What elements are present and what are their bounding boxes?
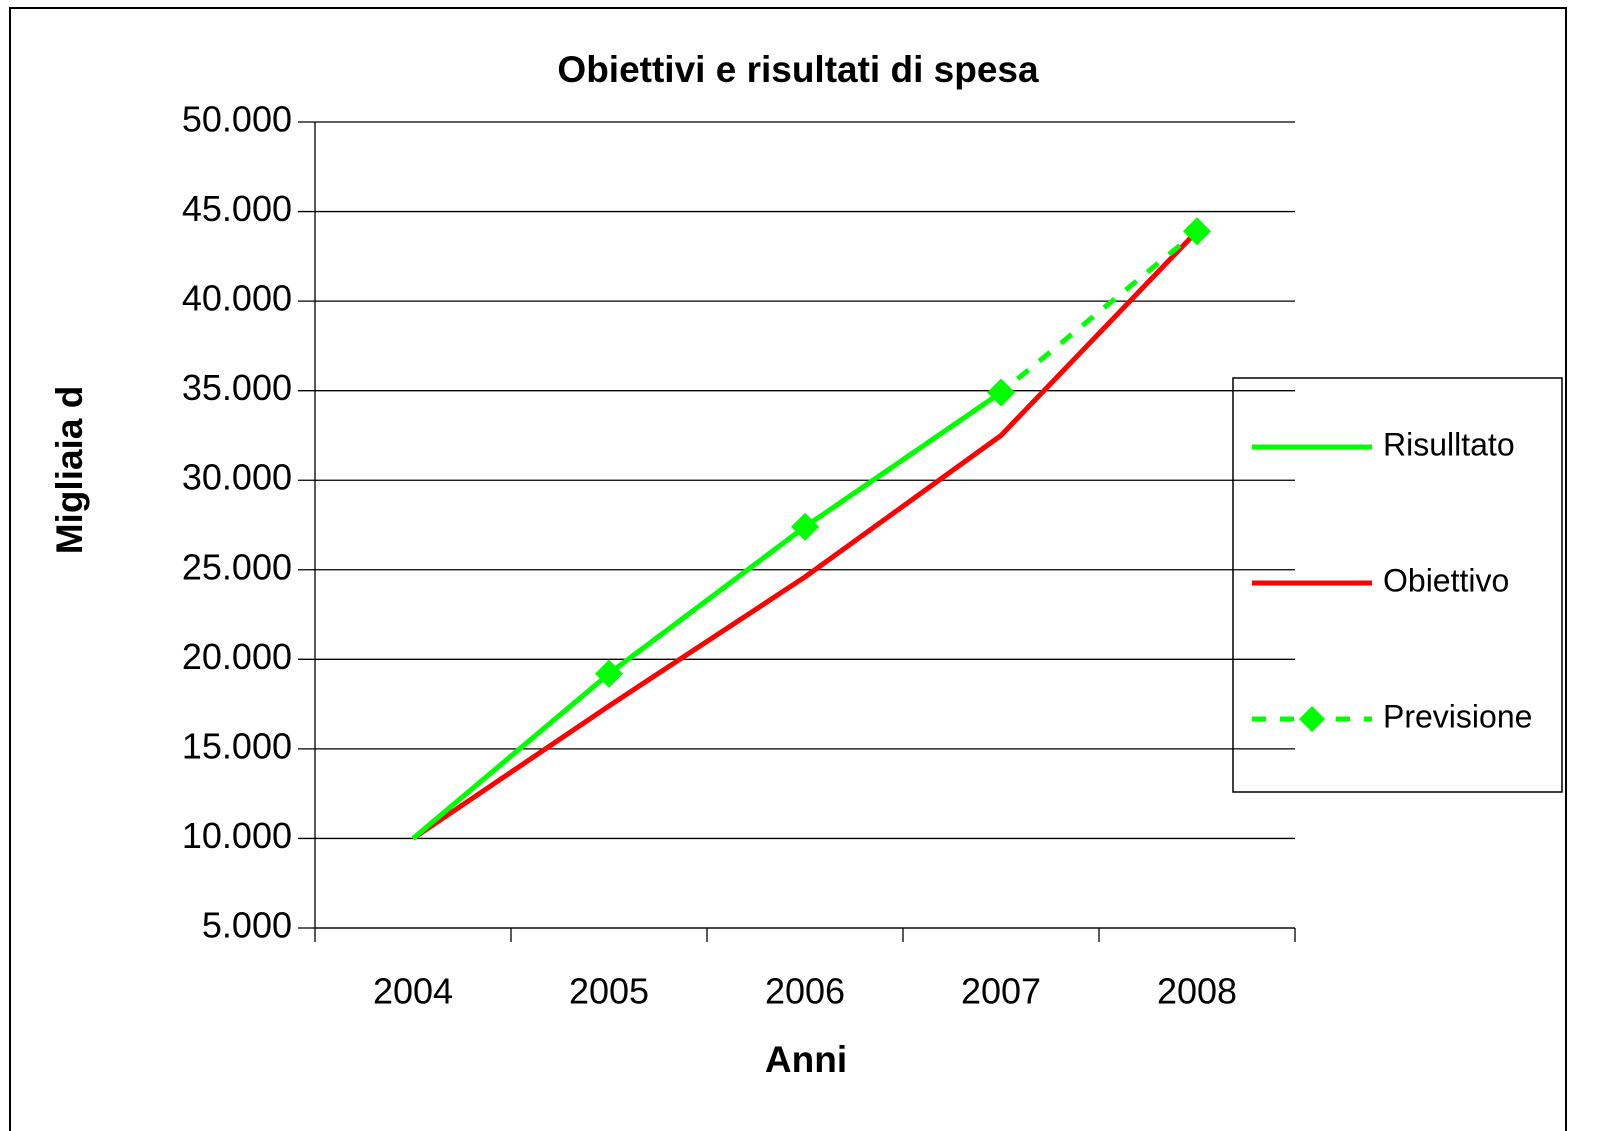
legend-marker	[1299, 706, 1325, 732]
series-line	[607, 229, 1199, 676]
series-marker	[1183, 217, 1211, 246]
series-marker	[595, 659, 623, 688]
y-tick-label: 25.000	[182, 546, 292, 587]
series-marker	[791, 512, 819, 541]
y-tick-label: 50.000	[182, 99, 292, 140]
x-tick-label: 2005	[569, 971, 649, 1012]
x-tick-label: 2007	[961, 971, 1041, 1012]
y-tick-label: 45.000	[182, 188, 292, 229]
legend-label: Obiettivo	[1383, 562, 1509, 598]
y-axis-label: Migliaia d	[49, 386, 90, 555]
y-tick-label: 15.000	[182, 725, 292, 766]
series-line	[411, 229, 1199, 841]
y-tick-label: 30.000	[182, 457, 292, 498]
y-tick-label: 35.000	[182, 367, 292, 408]
y-tick-label: 5.000	[202, 905, 292, 946]
series-marker	[987, 378, 1015, 407]
x-axis-label: Anni	[765, 1039, 847, 1080]
x-tick-label: 2008	[1157, 971, 1237, 1012]
x-tick-label: 2004	[373, 971, 453, 1012]
legend-label: Previsione	[1383, 698, 1532, 734]
legend-label: Risulltato	[1383, 426, 1515, 462]
y-tick-label: 10.000	[182, 815, 292, 856]
y-tick-label: 20.000	[182, 636, 292, 677]
chart-title: Obiettivi e risultati di spesa	[557, 49, 1039, 90]
x-tick-label: 2006	[765, 971, 845, 1012]
y-tick-label: 40.000	[182, 278, 292, 319]
